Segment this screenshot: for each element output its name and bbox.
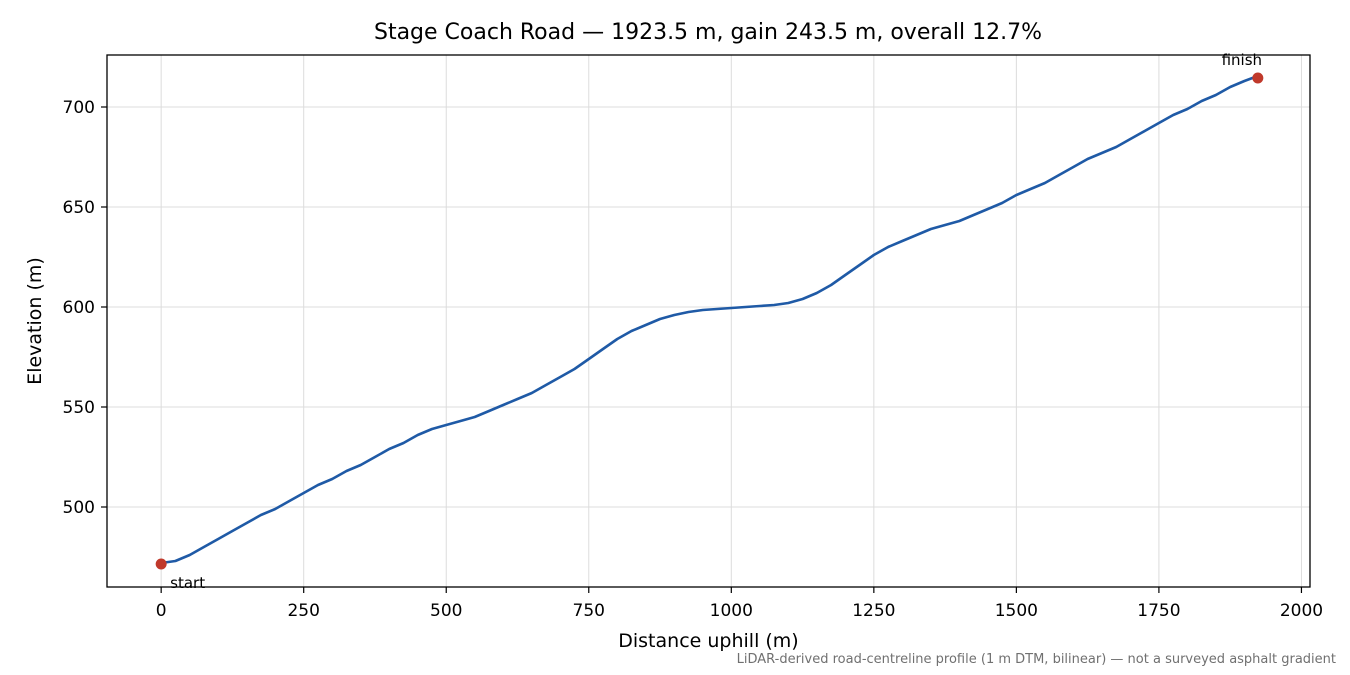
grid-lines	[107, 55, 1310, 587]
start-label: start	[170, 574, 205, 592]
footnote: LiDAR-derived road-centreline profile (1…	[736, 652, 1336, 667]
x-axis-label: Distance uphill (m)	[618, 630, 798, 652]
finish-label: finish	[1222, 51, 1262, 69]
y-tick-label: 550	[63, 398, 95, 418]
x-tick-label: 2000	[1280, 601, 1323, 621]
x-tick-label: 1250	[852, 601, 895, 621]
x-tick-label: 0	[156, 601, 167, 621]
y-tick-label: 500	[63, 498, 95, 518]
y-tick-label: 600	[63, 298, 95, 318]
elevation-line	[159, 74, 1260, 565]
y-tick-label: 650	[63, 198, 95, 218]
x-axis-ticks: 0 250 500 750 1000 1250 1500 1750 2000	[156, 587, 1323, 621]
x-tick-label: 1750	[1137, 601, 1180, 621]
y-axis-ticks: 500 550 600 650 700	[63, 98, 107, 518]
x-tick-label: 1500	[995, 601, 1038, 621]
series-layer	[159, 74, 1260, 565]
marker-layer: start finish	[155, 51, 1264, 592]
x-tick-label: 750	[573, 601, 605, 621]
y-axis-label: Elevation (m)	[24, 257, 46, 385]
x-tick-label: 250	[287, 601, 319, 621]
plot-frame	[106, 54, 1311, 588]
y-tick-label: 700	[63, 98, 95, 118]
x-tick-label: 1000	[710, 601, 753, 621]
start-marker	[155, 558, 167, 570]
chart-title: Stage Coach Road — 1923.5 m, gain 243.5 …	[373, 20, 1042, 45]
x-tick-label: 500	[430, 601, 462, 621]
finish-marker	[1252, 72, 1264, 84]
